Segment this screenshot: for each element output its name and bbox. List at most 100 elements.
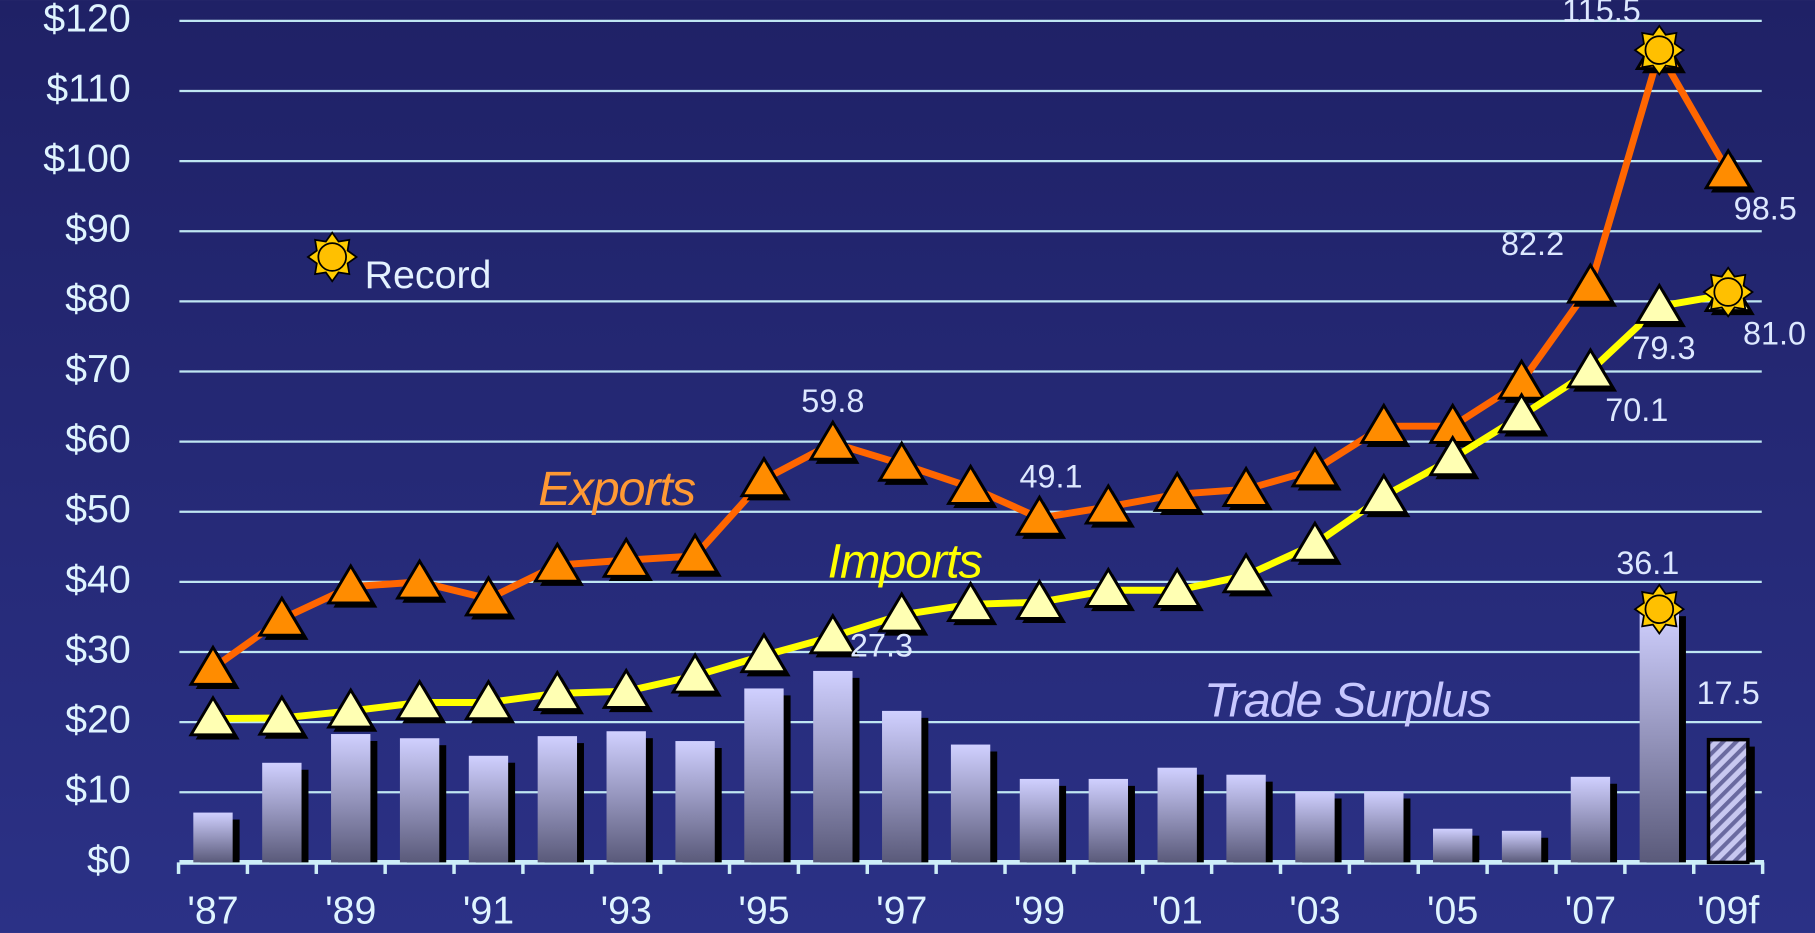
bar (1364, 791, 1404, 863)
record-marker (306, 231, 359, 283)
marker (877, 440, 929, 485)
x-tick-label: '91 (463, 889, 514, 933)
y-tick-label: $0 (87, 838, 131, 882)
marker-shape (463, 678, 514, 721)
marker (463, 678, 516, 724)
marker (1152, 566, 1204, 612)
marker-shape (808, 612, 858, 655)
y-tick-label: $120 (43, 0, 131, 40)
marker-shape (463, 575, 514, 617)
y-tick-label: $60 (65, 417, 131, 461)
bar (950, 744, 991, 863)
marker (877, 591, 929, 636)
annotation: Record (365, 253, 492, 297)
bar (813, 670, 853, 863)
record-marker (1702, 266, 1754, 318)
marker-shape (808, 419, 858, 461)
marker (1221, 551, 1273, 597)
x-tick-label: '05 (1427, 889, 1478, 933)
data-label: 36.1 (1616, 545, 1679, 581)
bar (331, 734, 371, 863)
marker (808, 419, 860, 464)
marker (946, 580, 998, 626)
x-tick-label: '01 (1152, 889, 1203, 933)
marker-shape (1221, 465, 1271, 507)
marker (808, 612, 860, 658)
x-tick-label: '03 (1289, 889, 1340, 933)
series-label: Exports (538, 462, 696, 516)
marker-shape (1083, 566, 1133, 608)
marker (532, 541, 584, 586)
marker-shape (532, 669, 582, 712)
marker-shape (739, 455, 789, 498)
bar (1433, 828, 1473, 863)
bar (193, 812, 233, 863)
bar (675, 741, 715, 863)
marker (257, 694, 309, 739)
marker (946, 463, 998, 509)
y-tick-label: $20 (65, 698, 131, 742)
data-label: 70.1 (1605, 392, 1668, 428)
data-label: 17.5 (1697, 675, 1760, 711)
marker (739, 631, 791, 677)
series-label: Trade Surplus (1204, 674, 1492, 728)
y-tick-label: $90 (65, 207, 131, 251)
marker (601, 667, 653, 713)
marker (1014, 494, 1067, 539)
bar (1639, 609, 1679, 863)
record-core (1713, 277, 1743, 307)
marker-shape (1359, 402, 1409, 444)
x-tick-label: '87 (187, 889, 238, 933)
bar (1088, 778, 1129, 863)
data-label: 79.3 (1632, 330, 1695, 366)
y-tick-label: $110 (46, 66, 131, 110)
marker-shape (1014, 578, 1064, 620)
y-tick-label: $50 (65, 487, 131, 531)
x-tick-label: '89 (325, 889, 376, 933)
marker-shape (1152, 566, 1202, 608)
marker-shape (1634, 282, 1684, 324)
marker (1565, 262, 1618, 307)
y-tick-label: $30 (65, 627, 131, 671)
record-core (317, 242, 347, 272)
x-tick-label: '09f (1697, 889, 1759, 933)
marker (1014, 578, 1067, 624)
data-label: 98.5 (1734, 191, 1797, 227)
bar (399, 738, 440, 863)
marker-shape (326, 563, 376, 605)
marker-shape (257, 595, 307, 637)
x-tick-label: '97 (876, 889, 927, 933)
marker-shape (188, 644, 238, 686)
marker (1428, 434, 1480, 480)
bar (1706, 737, 1750, 865)
marker (188, 644, 240, 689)
marker-shape (1703, 147, 1753, 190)
bar (468, 755, 509, 863)
marker (670, 652, 722, 697)
data-label: 82.2 (1501, 226, 1564, 262)
marker (532, 669, 584, 715)
marker-shape (188, 694, 238, 737)
marker (1703, 147, 1755, 193)
marker-shape (946, 580, 996, 622)
marker (1083, 566, 1135, 612)
marker (670, 532, 722, 577)
x-tick-label: '99 (1014, 889, 1065, 933)
marker-shape (1290, 445, 1340, 488)
marker-shape (877, 591, 927, 633)
y-tick-label: $40 (65, 557, 131, 601)
record-marker (1633, 583, 1686, 636)
marker-shape (395, 678, 445, 721)
bar (882, 710, 922, 863)
marker (1290, 520, 1342, 565)
series-label: Imports (828, 535, 983, 589)
marker-shape (1152, 470, 1202, 512)
marker-shape (395, 558, 445, 600)
marker-shape (1359, 472, 1409, 514)
marker (1565, 347, 1618, 392)
marker (739, 455, 791, 501)
bar (537, 736, 578, 863)
y-tick-label: $70 (65, 347, 131, 391)
bar (262, 762, 302, 863)
